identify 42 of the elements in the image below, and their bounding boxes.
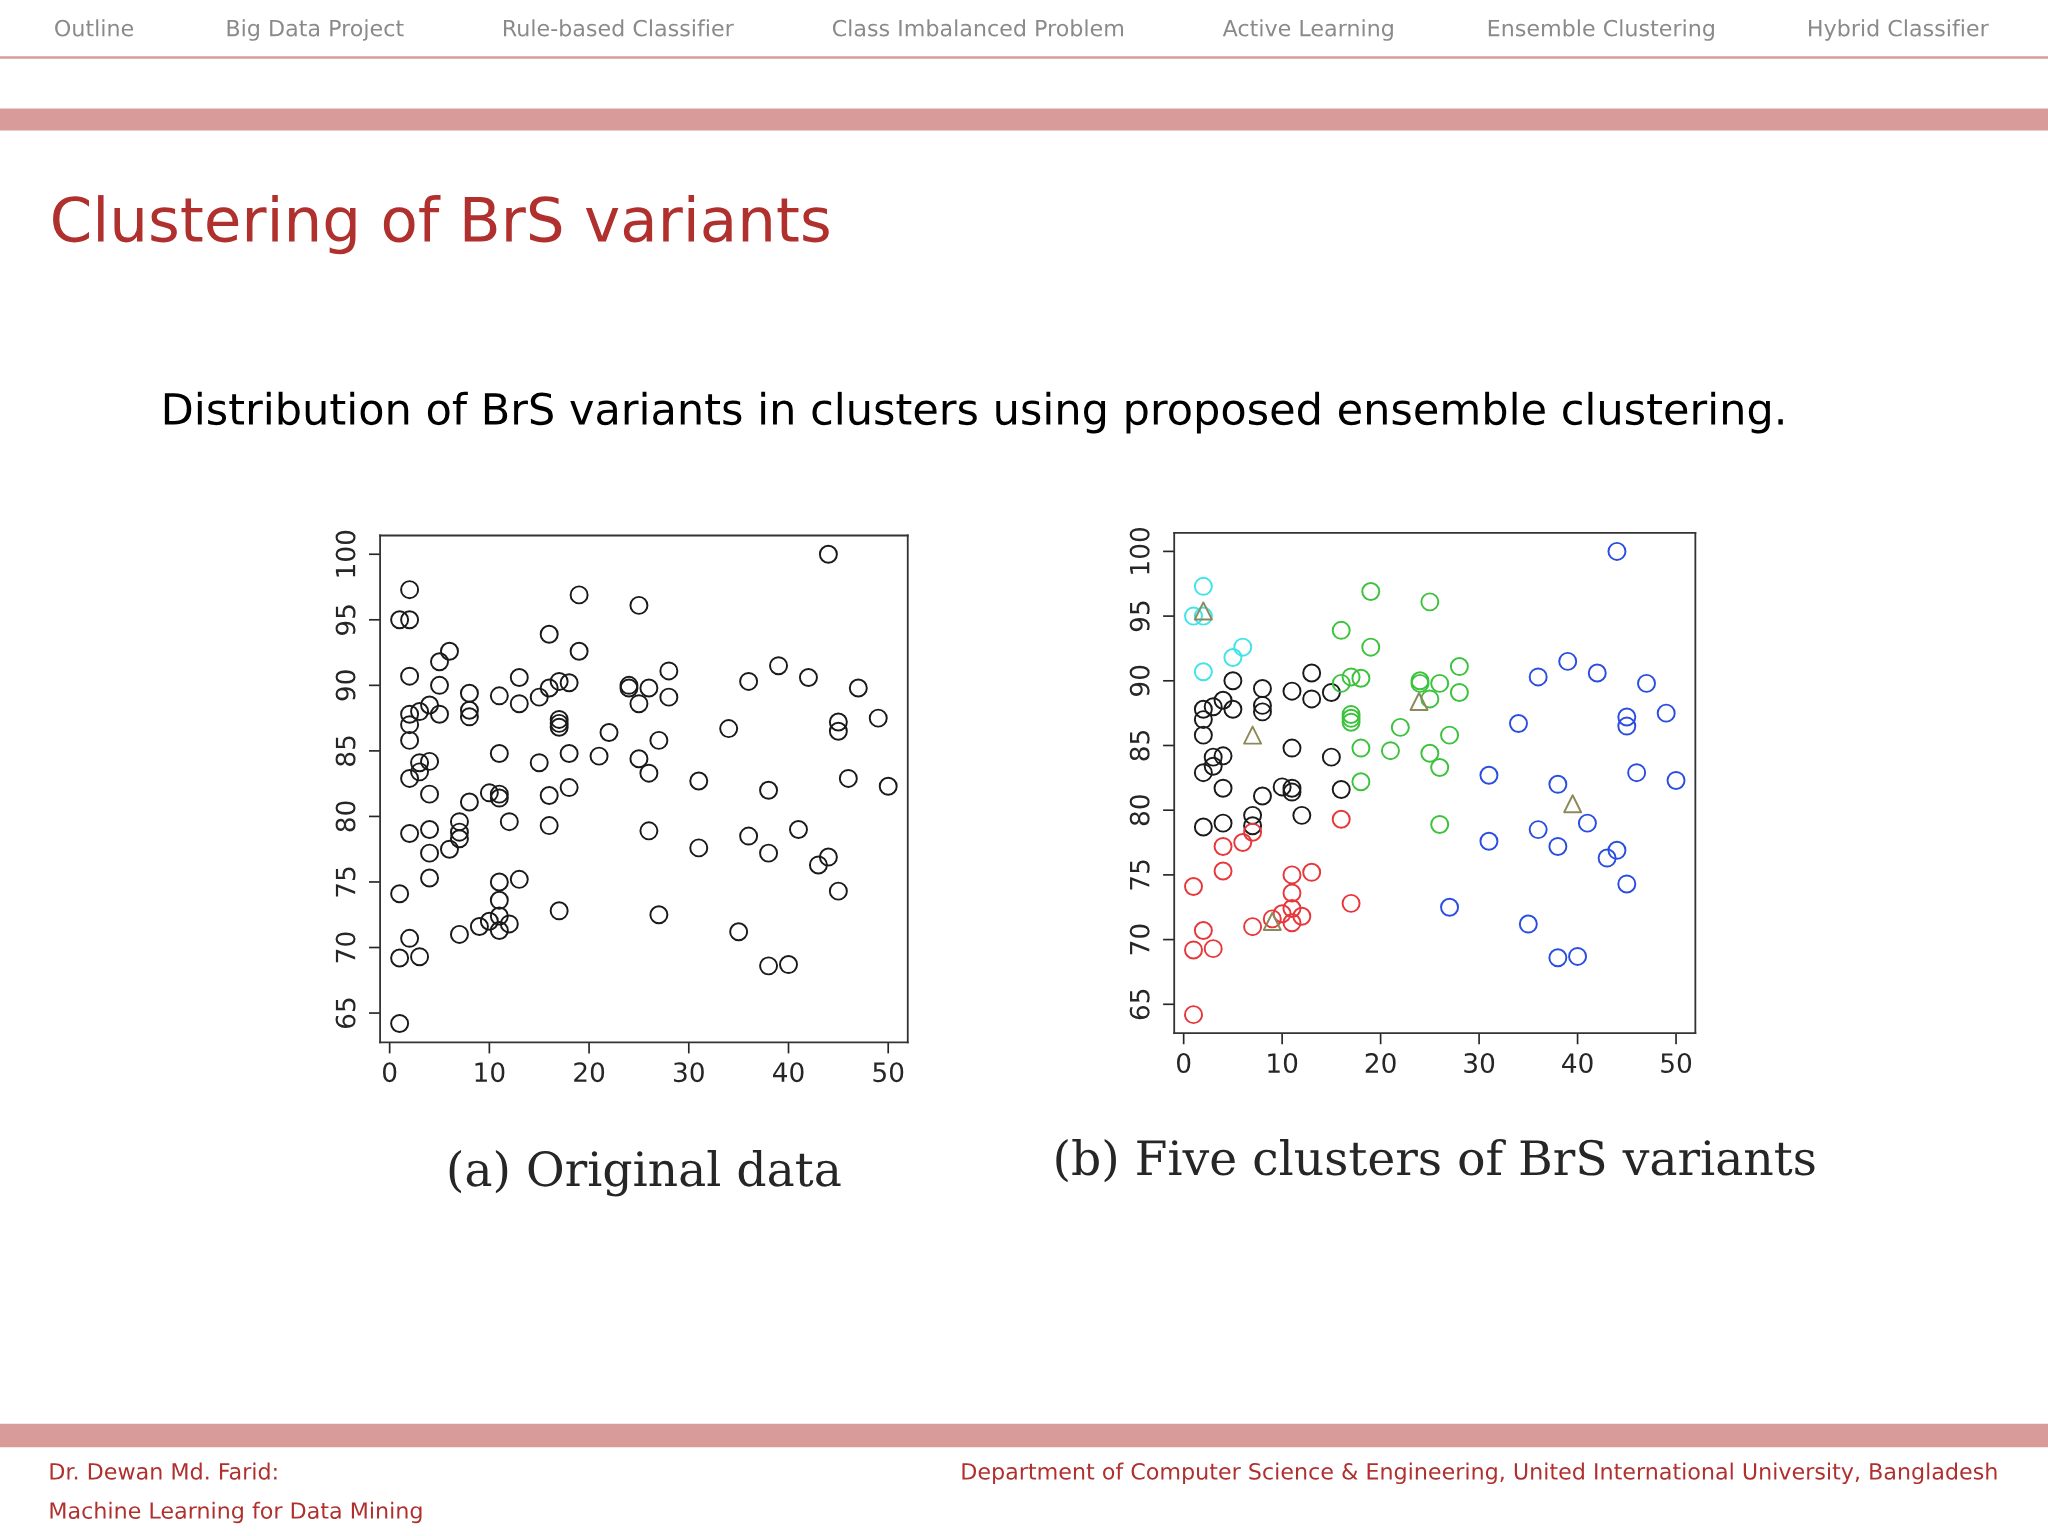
y-tick-label: 75 (1130, 860, 1150, 890)
x-tick-label: 10 (1268, 1053, 1298, 1074)
y-tick-label: 95 (1129, 601, 1150, 632)
x-tick-label: 30 (674, 1062, 704, 1083)
x-tick-label: 0 (383, 1062, 397, 1083)
text: Class Imbalanced Problem (832, 19, 1124, 37)
text: (a) Original data (449, 1150, 841, 1197)
text: Big Data Project (227, 19, 404, 41)
text: Machine Learning for Data Mining (50, 1501, 422, 1524)
y-tick-label: 100 (1129, 527, 1150, 574)
x-tick-label: 50 (1661, 1053, 1692, 1074)
y-tick-label: 75 (335, 867, 356, 897)
y-tick-label: 70 (1129, 924, 1150, 955)
x-tick-label: 20 (1365, 1053, 1396, 1074)
text: Ensemble Clustering (1488, 19, 1714, 41)
y-tick-label: 95 (335, 605, 356, 635)
x-tick-label: 10 (475, 1062, 505, 1083)
y-tick-label: 80 (1129, 795, 1150, 826)
y-tick-label: 65 (1129, 989, 1150, 1020)
text: Clustering of BrS variants (53, 195, 829, 255)
y-tick-label: 90 (335, 670, 356, 701)
text: Department of Computer Science & Engineering, United International University, Bangladesh (962, 1462, 1997, 1485)
y-tick-label: 100 (335, 530, 356, 577)
x-tick-label: 40 (1562, 1053, 1593, 1074)
y-tick-label: 90 (1129, 665, 1150, 696)
x-tick-label: 40 (773, 1062, 804, 1083)
x-tick-label: 0 (1177, 1053, 1191, 1074)
y-tick-label: 70 (335, 932, 356, 963)
text: Active Learning (1222, 19, 1393, 41)
text: Hybrid Classifier (1809, 19, 1989, 41)
y-tick-label: 65 (335, 998, 356, 1028)
text: Dr. Dewan Md. Farid: (50, 1462, 277, 1480)
text: Distribution of BrS variants in clusters using proposed ensemble clustering. (164, 391, 1783, 434)
y-tick-label: 85 (1129, 731, 1150, 761)
x-tick-label: 20 (574, 1062, 605, 1083)
x-tick-label: 30 (1464, 1053, 1495, 1074)
text: (b) Five clusters of BrS variants (1056, 1139, 1815, 1183)
text: Rule-based Classifier (503, 19, 734, 37)
x-tick-label: 50 (873, 1062, 904, 1083)
y-tick-label: 85 (335, 736, 356, 766)
y-tick-label: 80 (335, 801, 356, 832)
text: Outline (55, 19, 134, 37)
